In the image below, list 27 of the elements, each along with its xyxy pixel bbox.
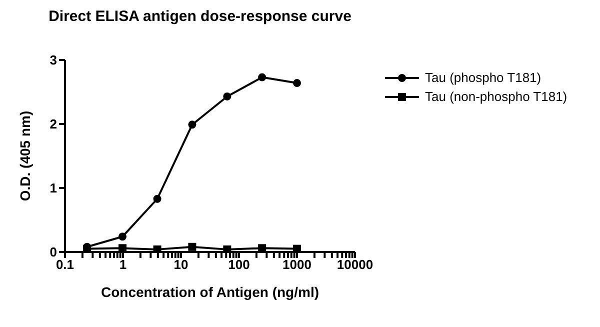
x-tick-label: 100: [228, 257, 250, 272]
y-axis-title: O.D. (405 nm): [16, 110, 33, 202]
point: [258, 244, 266, 252]
x-tick-label: 1: [119, 257, 127, 272]
point: [188, 120, 196, 129]
y-tick-label: 1: [50, 180, 57, 196]
point: [118, 232, 126, 241]
point: [153, 245, 162, 252]
y-tick-label: 0: [50, 244, 57, 260]
x-tick-label: 10: [174, 257, 188, 272]
point: [153, 194, 162, 203]
legend-label: Tau (non-phospho T181): [425, 89, 568, 104]
x-tick-label: 1000: [282, 257, 312, 272]
x-tick-label: 10000: [336, 257, 374, 272]
chart-title: Direct ELISA antigen dose-response curve: [48, 8, 352, 25]
point: [293, 79, 301, 88]
x-tick-label: 0.1: [56, 257, 74, 272]
y-tick-label: 3: [50, 52, 57, 68]
point: [223, 92, 232, 100]
point: [258, 73, 266, 82]
point: [118, 244, 126, 252]
legend-label: Tau (phospho T181): [425, 70, 542, 85]
x-axis-title: Concentration of Antigen (ng/ml): [100, 284, 320, 300]
point: [223, 245, 232, 252]
point: [293, 244, 301, 252]
y-tick-label: 2: [50, 116, 57, 132]
point: [188, 242, 196, 251]
